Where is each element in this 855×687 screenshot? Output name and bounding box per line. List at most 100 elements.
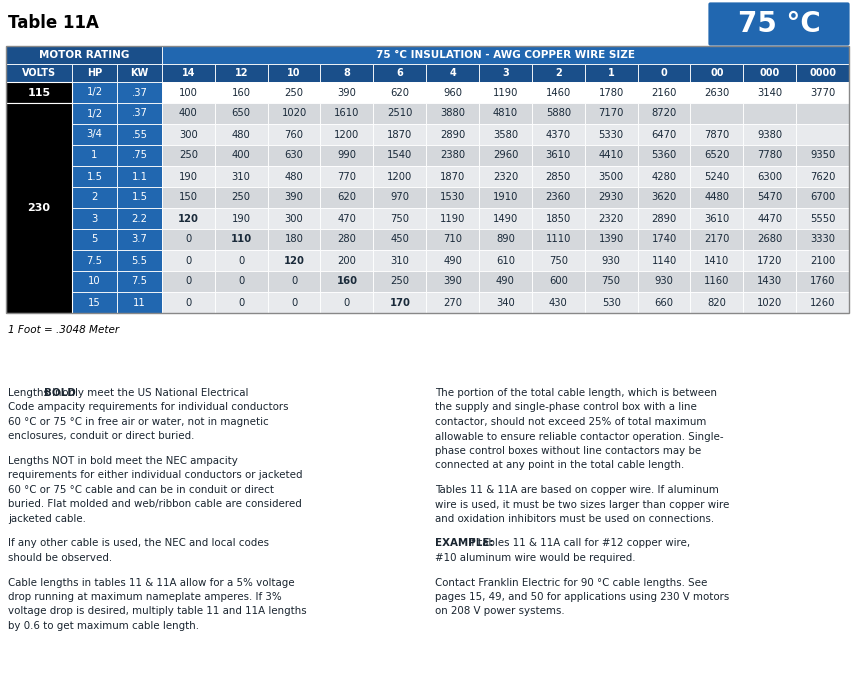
Text: 250: 250 [390, 276, 410, 286]
Bar [426, 208, 479, 229]
Bar [6, 250, 72, 271]
Text: 400: 400 [232, 150, 251, 161]
Text: by 0.6 to get maximum cable length.: by 0.6 to get maximum cable length. [8, 621, 199, 631]
Text: 1430: 1430 [758, 276, 782, 286]
Bar [532, 64, 585, 82]
Text: Cable lengths in tables 11 & 11A allow for a 5% voltage: Cable lengths in tables 11 & 11A allow f… [8, 578, 295, 587]
Text: 3: 3 [502, 68, 509, 78]
Text: enclosures, conduit or direct buried.: enclosures, conduit or direct buried. [8, 431, 194, 442]
Text: 390: 390 [443, 276, 462, 286]
Text: 5330: 5330 [598, 130, 624, 139]
Text: HP: HP [87, 68, 102, 78]
Text: 1490: 1490 [492, 214, 518, 223]
Bar [796, 82, 849, 103]
Text: 6700: 6700 [810, 192, 835, 203]
Bar [6, 46, 849, 313]
Bar [585, 166, 638, 187]
Bar [117, 271, 162, 292]
Text: 75 °C: 75 °C [738, 10, 821, 38]
Text: 3500: 3500 [598, 172, 624, 181]
Bar [532, 250, 585, 271]
Bar [72, 208, 117, 229]
Text: 270: 270 [443, 297, 462, 308]
Text: 3620: 3620 [652, 192, 676, 203]
Bar [268, 271, 321, 292]
Text: and oxidation inhibitors must be used on connections.: and oxidation inhibitors must be used on… [435, 514, 714, 524]
Bar [6, 124, 72, 145]
Text: Lengths in: Lengths in [8, 388, 65, 398]
Text: Lengths NOT in bold meet the NEC ampacity: Lengths NOT in bold meet the NEC ampacit… [8, 456, 238, 466]
Bar [796, 145, 849, 166]
Text: 5360: 5360 [652, 150, 676, 161]
Bar [691, 166, 743, 187]
Bar [72, 292, 117, 313]
Text: 1190: 1190 [440, 214, 465, 223]
Text: 4: 4 [449, 68, 456, 78]
Bar [72, 271, 117, 292]
Text: 310: 310 [391, 256, 410, 265]
Text: 1910: 1910 [492, 192, 518, 203]
Bar [743, 292, 796, 313]
Text: 6470: 6470 [652, 130, 676, 139]
Text: .37: .37 [132, 87, 147, 98]
Bar [374, 229, 426, 250]
Text: on 208 V power systems.: on 208 V power systems. [435, 607, 564, 616]
Text: 280: 280 [338, 234, 357, 245]
Bar [796, 292, 849, 313]
Text: 1200: 1200 [334, 130, 359, 139]
Bar [585, 145, 638, 166]
Text: 2: 2 [91, 192, 97, 203]
Text: If tables 11 & 11A call for #12 copper wire,: If tables 11 & 11A call for #12 copper w… [465, 539, 690, 548]
Bar [585, 103, 638, 124]
Text: 0: 0 [238, 256, 245, 265]
Text: 3610: 3610 [545, 150, 571, 161]
Text: 180: 180 [285, 234, 304, 245]
Text: 250: 250 [179, 150, 198, 161]
Text: 5.5: 5.5 [132, 256, 147, 265]
Text: 250: 250 [285, 87, 304, 98]
Bar [796, 166, 849, 187]
Bar [691, 271, 743, 292]
Bar [638, 292, 691, 313]
Text: 2680: 2680 [757, 234, 782, 245]
Bar [72, 166, 117, 187]
Bar [796, 187, 849, 208]
Text: 0: 0 [186, 297, 192, 308]
Text: 0: 0 [291, 297, 298, 308]
Text: 170: 170 [389, 297, 410, 308]
Bar [6, 82, 72, 103]
Text: 1/2: 1/2 [86, 109, 103, 118]
Text: 490: 490 [443, 256, 462, 265]
Bar [426, 250, 479, 271]
Text: 1 Foot = .3048 Meter: 1 Foot = .3048 Meter [8, 325, 119, 335]
Text: 0: 0 [661, 68, 668, 78]
Text: 960: 960 [443, 87, 462, 98]
Bar [72, 103, 117, 124]
Text: 1.5: 1.5 [86, 172, 103, 181]
Bar [162, 124, 215, 145]
Text: 4480: 4480 [705, 192, 729, 203]
Text: 930: 930 [655, 276, 674, 286]
Bar [321, 166, 374, 187]
Bar [743, 64, 796, 82]
Text: 300: 300 [179, 130, 198, 139]
Text: 0: 0 [291, 276, 298, 286]
Text: 6520: 6520 [705, 150, 729, 161]
Text: 1.1: 1.1 [132, 172, 147, 181]
Text: 14: 14 [181, 68, 195, 78]
Bar [321, 250, 374, 271]
Bar [426, 271, 479, 292]
Text: 1110: 1110 [545, 234, 571, 245]
Text: 15: 15 [88, 297, 101, 308]
Bar [215, 64, 268, 82]
Bar [532, 208, 585, 229]
Bar [691, 145, 743, 166]
Text: 1460: 1460 [545, 87, 571, 98]
Text: 2890: 2890 [440, 130, 465, 139]
Text: 530: 530 [602, 297, 621, 308]
Bar [638, 250, 691, 271]
Bar [321, 145, 374, 166]
Text: 4370: 4370 [545, 130, 571, 139]
Bar [374, 250, 426, 271]
Text: requirements for either individual conductors or jacketed: requirements for either individual condu… [8, 471, 303, 480]
